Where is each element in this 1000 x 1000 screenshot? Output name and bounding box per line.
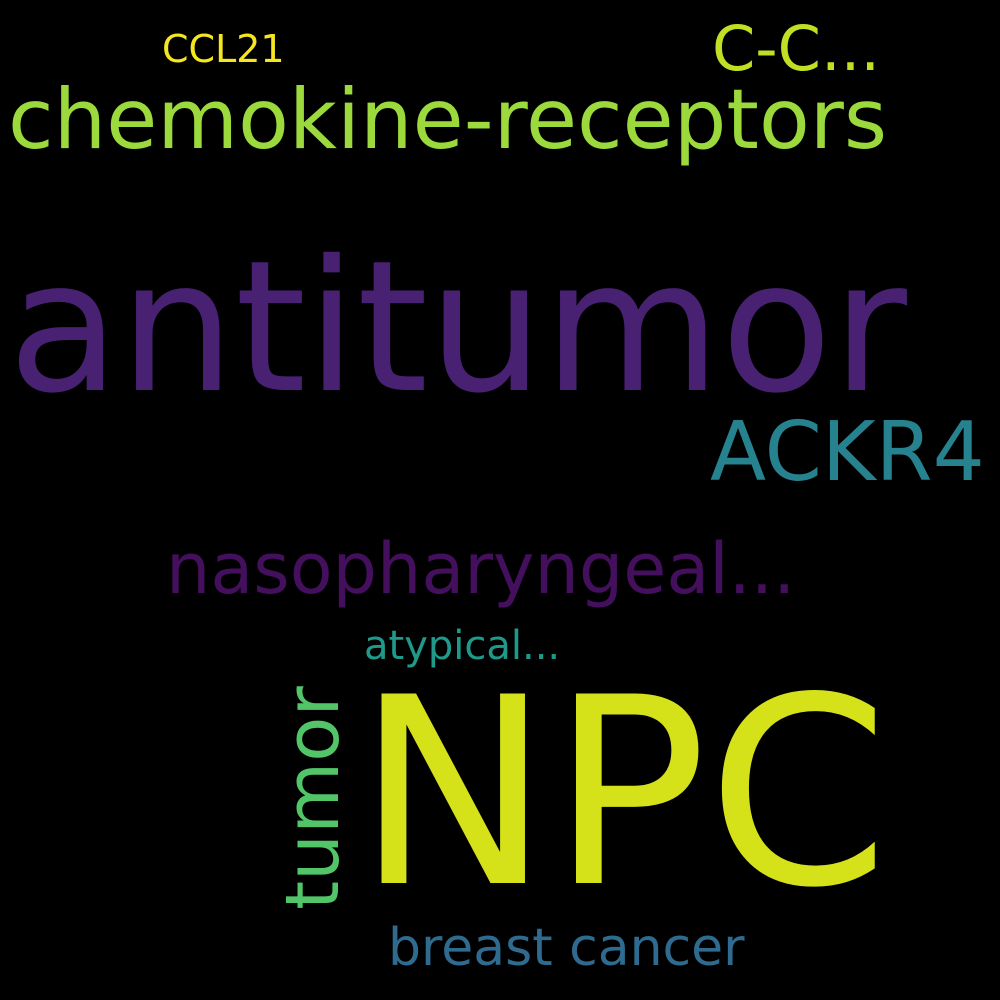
word-tumor: tumor xyxy=(270,686,356,910)
word-ccl21: CCL21 xyxy=(162,27,285,71)
word-ackr4: ACKR4 xyxy=(710,405,985,500)
word-breast-cancer: breast cancer xyxy=(388,918,745,978)
word-atypical: atypical... xyxy=(364,623,561,669)
word-npc: NPC xyxy=(356,643,889,945)
word-nasopharyngeal: nasopharyngeal... xyxy=(166,528,796,610)
word-c-c: C-C... xyxy=(712,12,881,85)
word-antitumor: antitumor xyxy=(8,221,907,433)
word-chemokine-receptors: chemokine-receptors xyxy=(8,71,888,168)
